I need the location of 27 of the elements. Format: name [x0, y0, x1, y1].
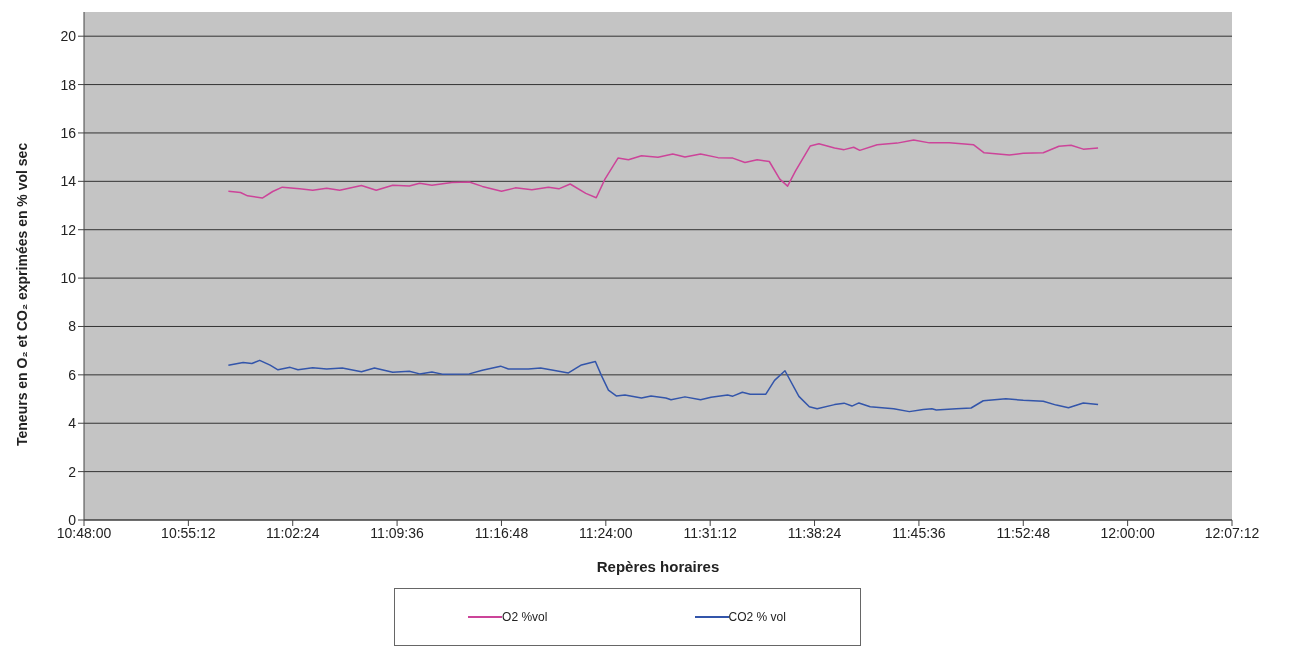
y-tick-label: 2 — [68, 463, 77, 480]
x-axis-title: Repères horaires — [596, 558, 720, 575]
x-tick-label: 11:31:12 — [683, 524, 738, 541]
x-tick-label: 10:55:12 — [161, 524, 216, 541]
x-tick-label: 11:09:36 — [370, 524, 425, 541]
x-tick-label: 11:02:24 — [265, 524, 320, 541]
y-tick-label: 10 — [60, 270, 77, 287]
x-tick-label: 11:45:36 — [892, 524, 946, 541]
x-tick-label: 11:24:00 — [579, 524, 633, 541]
y-tick-label: 16 — [60, 124, 77, 141]
legend-label: CO2 % vol — [728, 610, 786, 624]
y-tick-label: 6 — [68, 366, 77, 383]
y-axis-title: Teneurs en O₂ et CO₂ exprimées en % vol sec — [13, 142, 30, 446]
legend-label: O2 %vol — [502, 610, 548, 624]
y-tick-label: 8 — [68, 318, 77, 335]
y-tick-label: 14 — [60, 173, 77, 190]
y-tick-label: 18 — [60, 76, 77, 93]
x-tick-label: 12:00:00 — [1100, 524, 1156, 541]
line-series — [227, 139, 1099, 199]
x-tick-label: 11:38:24 — [787, 524, 842, 541]
x-tick-label: 11:52:48 — [996, 524, 1051, 541]
line-series — [227, 359, 1099, 413]
y-tick-label: 12 — [60, 221, 77, 238]
y-tick-label: 20 — [60, 28, 77, 45]
y-tick-label: 4 — [68, 415, 77, 432]
x-tick-label: 11:16:48 — [474, 524, 529, 541]
x-tick-label: 12:07:12 — [1204, 524, 1260, 541]
